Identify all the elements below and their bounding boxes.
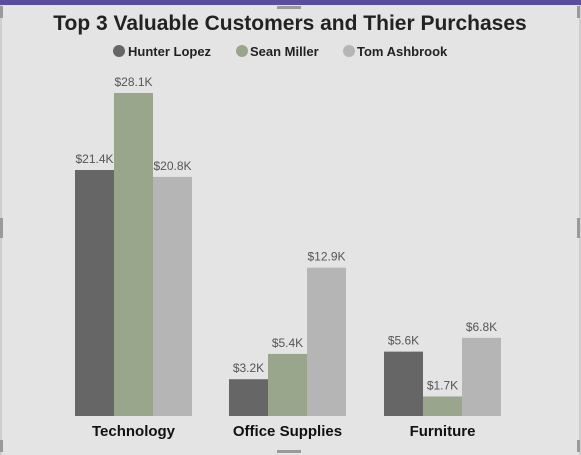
resize-handle-top-left[interactable] bbox=[0, 6, 3, 18]
bar-furniture-hunter-lopez[interactable] bbox=[384, 351, 423, 416]
resize-handle-bottom[interactable] bbox=[277, 450, 301, 453]
resize-handle-bottom-left[interactable] bbox=[0, 440, 3, 452]
legend-swatch-hunter-lopez bbox=[113, 45, 125, 57]
category-label-office-supplies: Office Supplies bbox=[233, 423, 342, 440]
bar-technology-hunter-lopez[interactable] bbox=[75, 170, 114, 416]
data-label-furniture-tom-ashbrook: $6.8K bbox=[466, 320, 497, 334]
category-label-furniture: Furniture bbox=[410, 423, 476, 440]
resize-handle-top-right[interactable] bbox=[577, 6, 580, 18]
bar-office-supplies-hunter-lopez[interactable] bbox=[229, 379, 268, 416]
data-label-furniture-sean-miller: $1.7K bbox=[427, 378, 458, 392]
resize-handle-left[interactable] bbox=[0, 218, 3, 238]
data-label-office-supplies-tom-ashbrook: $12.9K bbox=[307, 250, 345, 264]
data-label-technology-tom-ashbrook: $20.8K bbox=[153, 159, 191, 173]
resize-handle-top[interactable] bbox=[277, 6, 301, 9]
data-label-technology-hunter-lopez: $21.4K bbox=[75, 152, 113, 166]
bar-office-supplies-tom-ashbrook[interactable] bbox=[307, 267, 346, 416]
legend-swatch-tom-ashbrook bbox=[343, 45, 355, 57]
bar-office-supplies-sean-miller[interactable] bbox=[268, 353, 307, 416]
resize-handle-bottom-right[interactable] bbox=[577, 440, 580, 452]
bar-furniture-sean-miller[interactable] bbox=[423, 396, 462, 416]
data-label-office-supplies-hunter-lopez: $3.2K bbox=[233, 361, 264, 375]
chart-title: Top 3 Valuable Customers and Thier Purch… bbox=[53, 12, 526, 35]
category-axis: Technology Office Supplies Furniture bbox=[92, 423, 475, 440]
visual-top-accent bbox=[0, 0, 581, 5]
bar-technology-tom-ashbrook[interactable] bbox=[153, 176, 192, 416]
data-label-technology-sean-miller: $28.1K bbox=[114, 75, 152, 89]
data-labels-layer: $21.4K $28.1K $20.8K $3.2K $5.4K $12.9K $5.6K $… bbox=[75, 75, 497, 392]
legend-label-hunter-lopez: Hunter Lopez bbox=[128, 44, 212, 59]
legend-label-tom-ashbrook: Tom Ashbrook bbox=[357, 44, 448, 59]
category-label-technology: Technology bbox=[92, 423, 176, 440]
legend: Hunter Lopez Sean Miller Tom Ashbrook bbox=[113, 44, 448, 59]
bars-layer bbox=[75, 93, 501, 416]
data-label-furniture-hunter-lopez: $5.6K bbox=[388, 334, 419, 348]
legend-label-sean-miller: Sean Miller bbox=[250, 44, 319, 59]
resize-handle-right[interactable] bbox=[577, 218, 580, 238]
bar-technology-sean-miller[interactable] bbox=[114, 93, 153, 416]
bar-furniture-tom-ashbrook[interactable] bbox=[462, 337, 501, 416]
visual-right-border bbox=[579, 5, 581, 455]
legend-swatch-sean-miller bbox=[236, 45, 248, 57]
data-label-office-supplies-sean-miller: $5.4K bbox=[272, 336, 303, 350]
